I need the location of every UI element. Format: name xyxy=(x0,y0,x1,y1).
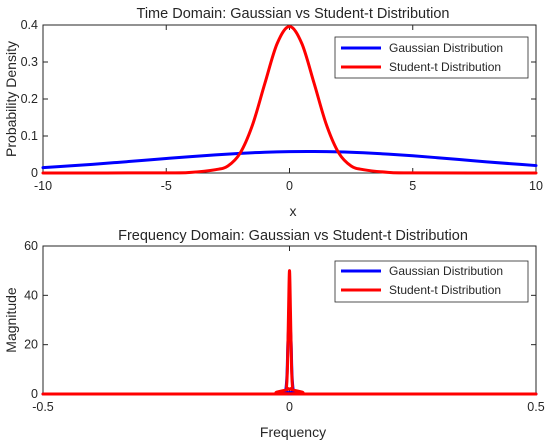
time-domain-title: Time Domain: Gaussian vs Student-t Distr… xyxy=(137,6,450,22)
time-domain-xtick-label: 5 xyxy=(409,179,416,193)
frequency-domain-ytick-label: 40 xyxy=(24,288,38,302)
time-domain-legend-label-gaussian: Gaussian Distribution xyxy=(389,41,503,55)
time-domain-ytick-label: 0.4 xyxy=(21,18,38,32)
frequency-domain-xtick-label: 0.5 xyxy=(527,400,544,414)
frequency-domain-ylabel: Magnitude xyxy=(3,287,19,353)
frequency-domain-legend: Gaussian Distribution Student-t Distribu… xyxy=(334,260,529,303)
frequency-domain-legend-box xyxy=(334,260,529,303)
frequency-domain-ytick-label: 0 xyxy=(31,387,38,401)
time-domain-ticks: -10 -5 0 5 10 0 0.1 0.2 0.3 0.4 xyxy=(21,18,543,193)
time-domain-line-student-t xyxy=(41,24,538,175)
time-domain-xlabel: x xyxy=(290,203,297,219)
time-domain-xtick-label: -10 xyxy=(34,179,52,193)
frequency-domain-legend-label-student-t: Student-t Distribution xyxy=(389,283,501,297)
time-domain-xtick-label: 10 xyxy=(529,179,543,193)
time-domain-line-gaussian xyxy=(41,150,538,170)
time-domain-xtick-label: -5 xyxy=(161,179,172,193)
time-domain-ytick-label: 0.3 xyxy=(21,55,38,69)
frequency-domain-legend-label-gaussian: Gaussian Distribution xyxy=(389,264,503,278)
time-domain-ytick-label: 0.1 xyxy=(21,129,38,143)
frequency-domain-plot: Frequency Domain: Gaussian vs Student-t … xyxy=(3,228,545,440)
frequency-domain-xtick-label: 0 xyxy=(286,400,293,414)
time-domain-plot: Time Domain: Gaussian vs Student-t Distr… xyxy=(3,6,543,219)
frequency-domain-ytick-label: 20 xyxy=(24,338,38,352)
time-domain-legend: Gaussian Distribution Student-t Distribu… xyxy=(334,36,529,79)
frequency-domain-title: Frequency Domain: Gaussian vs Student-t … xyxy=(118,228,468,244)
frequency-domain-xtick-label: -0.5 xyxy=(32,400,54,414)
time-domain-ytick-label: 0 xyxy=(31,166,38,180)
frequency-domain-series xyxy=(41,269,538,396)
frequency-domain-xlabel: Frequency xyxy=(260,424,326,440)
time-domain-legend-label-student-t: Student-t Distribution xyxy=(389,60,501,74)
time-domain-series xyxy=(41,24,538,175)
time-domain-ytick-label: 0.2 xyxy=(21,92,38,106)
time-domain-xtick-label: 0 xyxy=(286,179,293,193)
time-domain-legend-box xyxy=(334,36,529,79)
frequency-domain-line-student-t xyxy=(41,269,538,396)
frequency-domain-ytick-label: 60 xyxy=(24,239,38,253)
time-domain-ylabel: Probability Density xyxy=(3,41,19,157)
